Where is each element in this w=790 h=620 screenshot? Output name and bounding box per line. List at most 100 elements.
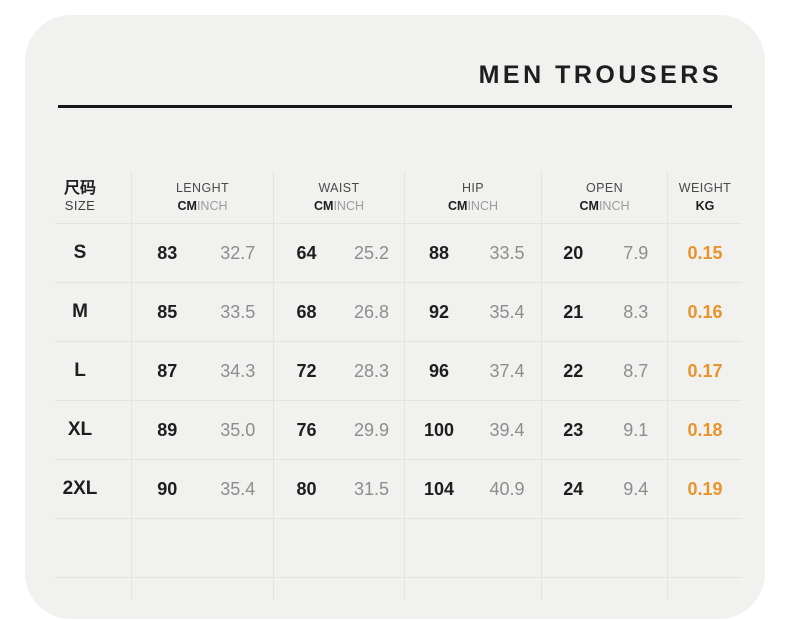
hip-inch-value: 40.9 (489, 478, 525, 499)
length-cell: 85 33.5 (131, 283, 273, 341)
hip-cm-value: 92 (428, 301, 450, 322)
size-cell: L (74, 360, 86, 381)
open-cell: 23 9.1 (541, 401, 667, 459)
table-row-xl: XL 89 35.0 76 29.9 100 39.4 23 9.1 0.18 (55, 401, 742, 460)
waist-header-label: WAIST (318, 181, 360, 195)
waist-cm-value: 80 (296, 478, 317, 499)
table-row-empty (55, 519, 742, 578)
open-inch-value: 9.4 (623, 478, 649, 499)
waist-cm-value: 76 (296, 419, 317, 440)
size-header-cn: 尺码 (63, 179, 96, 197)
size-column-header: 尺码 SIZE (55, 171, 131, 223)
length-inch-value: 33.5 (220, 301, 256, 322)
length-inch-subheader: INCH (196, 199, 228, 213)
waist-cell: 64 25.2 (273, 224, 404, 282)
empty-cell (131, 519, 273, 577)
open-cell: 20 7.9 (541, 224, 667, 282)
hip-cm-value: 96 (428, 360, 450, 381)
length-cell: 87 34.3 (131, 342, 273, 400)
open-cm-value: 24 (563, 478, 584, 499)
waist-cell: 80 31.5 (273, 460, 404, 518)
waist-cm-value: 64 (296, 242, 317, 263)
length-header-label: LENGHT (175, 181, 230, 195)
waist-inch-value: 29.9 (353, 419, 390, 440)
waist-inch-value: 28.3 (353, 360, 390, 381)
open-cm-value: 20 (563, 242, 584, 263)
weight-kg-subheader: KG (695, 199, 715, 213)
waist-cell: 72 28.3 (273, 342, 404, 400)
table-row-s: S 83 32.7 64 25.2 88 33.5 20 7.9 0.15 (55, 224, 742, 283)
size-cell: XL (67, 419, 93, 440)
length-cm-value: 90 (157, 478, 178, 499)
open-cm-subheader: CM (579, 199, 599, 213)
table-row-ghost (55, 578, 742, 600)
empty-cell (667, 519, 742, 577)
empty-cell (131, 578, 273, 600)
empty-cell (404, 519, 541, 577)
waist-inch-value: 31.5 (353, 478, 390, 499)
hip-inch-subheader: INCH (467, 199, 498, 213)
size-table: 尺码 SIZE LENGHT CM INCH WAIST CM INCH HIP (55, 171, 742, 600)
length-cm-subheader: CM (177, 199, 197, 213)
open-cell: 24 9.4 (541, 460, 667, 518)
weight-cell: 0.17 (667, 342, 742, 400)
waist-column-header: WAIST CM INCH (273, 171, 404, 223)
length-cm-value: 87 (157, 360, 178, 381)
size-header-en: SIZE (64, 198, 96, 214)
open-header-label: OPEN (585, 181, 624, 195)
table-header-row: 尺码 SIZE LENGHT CM INCH WAIST CM INCH HIP (55, 171, 742, 224)
length-cm-value: 85 (157, 301, 178, 322)
length-cell: 89 35.0 (131, 401, 273, 459)
hip-inch-value: 39.4 (489, 419, 525, 440)
weight-cell: 0.18 (667, 401, 742, 459)
empty-cell (273, 578, 404, 600)
length-column-header: LENGHT CM INCH (131, 171, 273, 223)
waist-inch-value: 26.8 (353, 301, 390, 322)
open-cm-value: 22 (563, 360, 584, 381)
weight-header-label: WEIGHT (678, 181, 732, 195)
open-cm-value: 21 (563, 301, 584, 322)
open-cell: 21 8.3 (541, 283, 667, 341)
title-underline (58, 105, 732, 108)
table-row-l: L 87 34.3 72 28.3 96 37.4 22 8.7 0.17 (55, 342, 742, 401)
waist-cell: 76 29.9 (273, 401, 404, 459)
size-chart-card: MEN TROUSERS 尺码 SIZE LENGHT CM INCH WAIS… (25, 15, 765, 619)
open-cm-value: 23 (563, 419, 584, 440)
size-cell: M (72, 301, 88, 322)
weight-column-header: WEIGHT KG (667, 171, 742, 223)
open-inch-value: 9.1 (623, 419, 649, 440)
length-inch-value: 34.3 (220, 360, 256, 381)
empty-cell (55, 578, 131, 600)
hip-cm-value: 100 (423, 419, 455, 440)
open-column-header: OPEN CM INCH (541, 171, 667, 223)
weight-cell: 0.15 (667, 224, 742, 282)
hip-cell: 92 35.4 (404, 283, 541, 341)
size-cell: S (73, 242, 87, 263)
open-inch-value: 8.7 (623, 360, 649, 381)
length-cell: 83 32.7 (131, 224, 273, 282)
hip-cell: 100 39.4 (404, 401, 541, 459)
empty-cell (667, 578, 742, 600)
hip-inch-value: 37.4 (489, 360, 525, 381)
hip-cell: 96 37.4 (404, 342, 541, 400)
hip-subheaders: CM INCH (448, 199, 498, 213)
waist-subheaders: CM INCH (314, 199, 364, 213)
waist-cm-subheader: CM (313, 199, 334, 213)
weight-cell: 0.16 (667, 283, 742, 341)
waist-inch-value: 25.2 (353, 242, 390, 263)
hip-header-label: HIP (461, 181, 485, 195)
empty-cell (541, 519, 667, 577)
length-subheaders: CM INCH (177, 199, 227, 213)
size-cell: 2XL (62, 478, 98, 499)
table-row-m: M 85 33.5 68 26.8 92 35.4 21 8.3 0.16 (55, 283, 742, 342)
waist-inch-subheader: INCH (333, 199, 364, 213)
hip-cm-value: 88 (428, 242, 450, 263)
length-inch-value: 35.4 (220, 478, 256, 499)
open-inch-subheader: INCH (598, 199, 630, 213)
waist-cell: 68 26.8 (273, 283, 404, 341)
weight-cell: 0.19 (667, 460, 742, 518)
hip-cell: 88 33.5 (404, 224, 541, 282)
hip-inch-value: 33.5 (489, 242, 525, 263)
empty-cell (404, 578, 541, 600)
length-cell: 90 35.4 (131, 460, 273, 518)
